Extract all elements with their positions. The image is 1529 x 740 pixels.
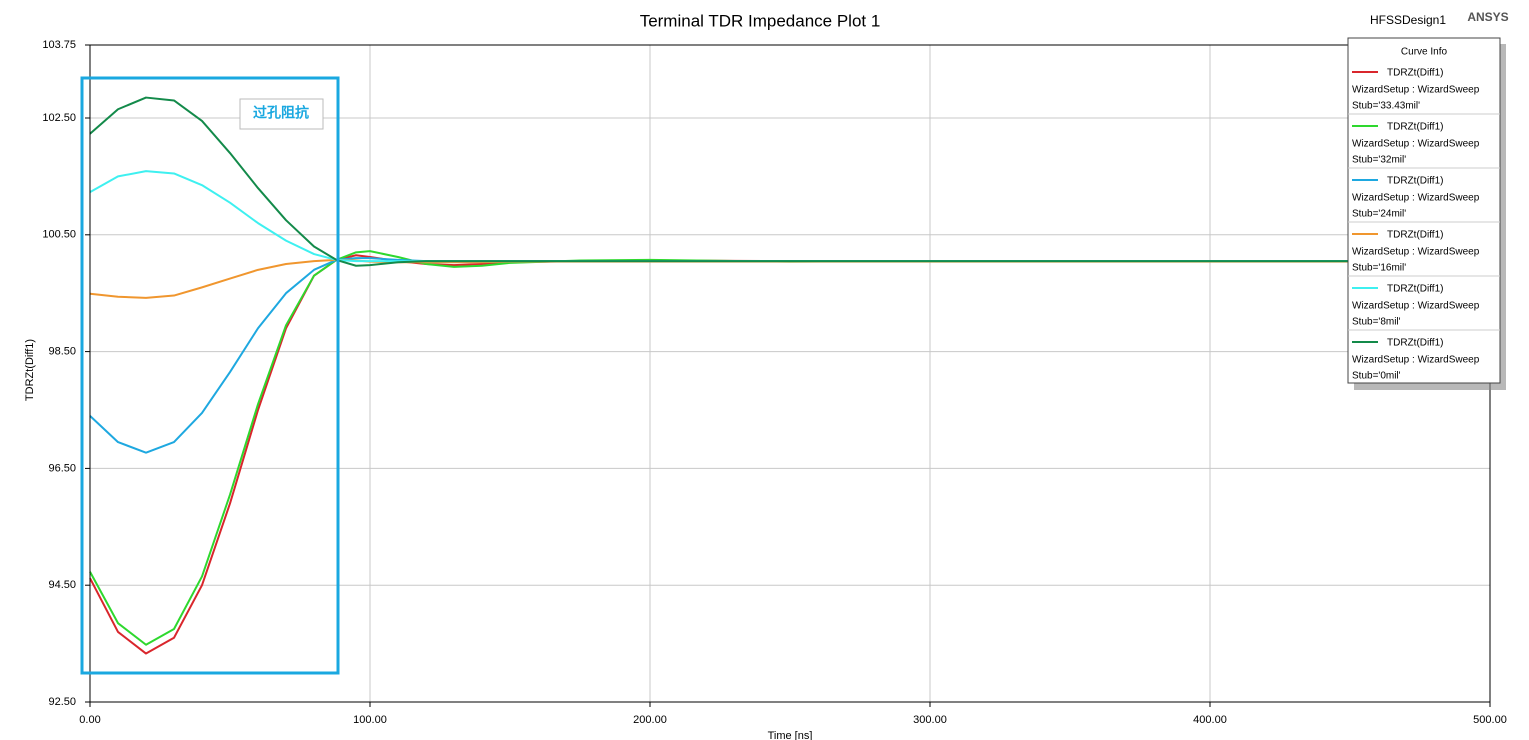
legend: TDRZt(Diff1) WizardSetup : WizardSweep Stu… — [1348, 68, 1500, 382]
x-axis-label: Time [ns] — [768, 730, 813, 740]
legend-name: TDRZt(Diff1) — [1387, 230, 1443, 241]
series-line — [89, 170, 1490, 263]
legend-name: TDRZt(Diff1) — [1387, 284, 1443, 295]
chart-title: Terminal TDR Impedance Plot 1 — [640, 11, 881, 30]
legend-stub: Stub='24mil' — [1352, 209, 1406, 220]
legend-name: TDRZt(Diff1) — [1387, 176, 1443, 187]
legend-stub: Stub='0mil' — [1352, 371, 1401, 382]
legend-setup: WizardSetup : WizardSweep — [1352, 247, 1480, 258]
series-line — [89, 254, 1490, 655]
legend-name: TDRZt(Diff1) — [1387, 338, 1443, 349]
legend-stub: Stub='8mil' — [1352, 317, 1401, 328]
annotation: 过孔阻抗 — [253, 105, 309, 121]
legend-stub: Stub='16mil' — [1352, 263, 1406, 274]
y-tick-label: 102.50 — [42, 112, 76, 124]
y-tick-label: 100.50 — [42, 229, 76, 241]
series-line — [89, 257, 1490, 454]
legend-setup: WizardSetup : WizardSweep — [1352, 355, 1480, 366]
series-line — [89, 258, 1490, 299]
legend-setup: WizardSetup : WizardSweep — [1352, 85, 1480, 96]
design-name: HFSSDesign1 — [1370, 13, 1446, 27]
y-tick-label: 103.75 — [42, 39, 76, 51]
legend-box — [1347, 37, 1501, 384]
plot-frame — [89, 44, 1491, 703]
brand: ANSYS — [1467, 10, 1508, 24]
highlight-box — [80, 76, 340, 675]
legend-setup: WizardSetup : WizardSweep — [1352, 139, 1480, 150]
y-tick-label: 98.50 — [48, 346, 76, 358]
y-tick-label: 92.50 — [48, 696, 76, 708]
legend-stub: Stub='32mil' — [1352, 155, 1406, 166]
series-line — [89, 96, 1490, 267]
x-tick-label: 300.00 — [913, 714, 947, 726]
x-tick-label: 500.00 — [1473, 714, 1507, 726]
x-tick-label: 200.00 — [633, 714, 667, 726]
legend-name: TDRZt(Diff1) — [1387, 122, 1443, 133]
x-tick-label: 100.00 — [353, 714, 387, 726]
lines — [89, 96, 1490, 655]
annotation-box — [239, 98, 324, 130]
x-tick-label: 400.00 — [1193, 714, 1227, 726]
y-tick-label: 94.50 — [48, 579, 76, 591]
legend-setup: WizardSetup : WizardSweep — [1352, 301, 1480, 312]
legend-setup: WizardSetup : WizardSweep — [1352, 193, 1480, 204]
grid: 92.50 94.50 96.50 98.50 100.50 102.50 103.75 0.… — [42, 39, 1506, 726]
x-tick-label: 0.00 — [79, 714, 100, 726]
series-line — [89, 250, 1490, 646]
legend-name: TDRZt(Diff1) — [1387, 68, 1443, 79]
legend-stub: Stub='33.43mil' — [1352, 101, 1420, 112]
legend-title: Curve Info — [1401, 47, 1448, 58]
y-tick-label: 96.50 — [48, 462, 76, 474]
y-axis-label: TDRZt(Diff1) — [24, 339, 36, 401]
